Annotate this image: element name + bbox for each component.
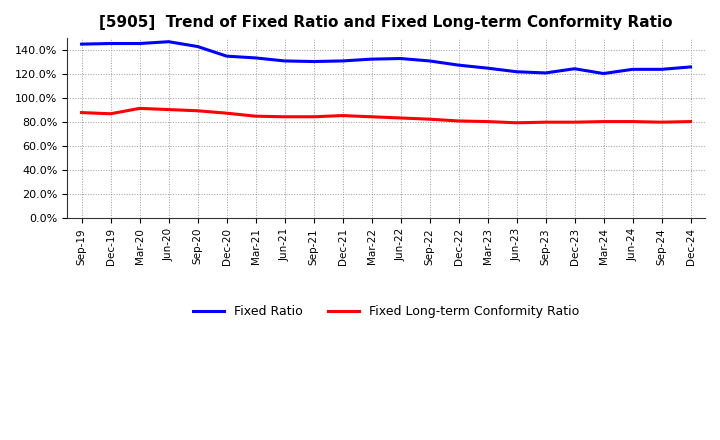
Fixed Long-term Conformity Ratio bbox=[251, 114, 260, 119]
Fixed Ratio bbox=[251, 55, 260, 61]
Line: Fixed Long-term Conformity Ratio: Fixed Long-term Conformity Ratio bbox=[81, 108, 690, 123]
Fixed Long-term Conformity Ratio bbox=[599, 119, 608, 124]
Fixed Long-term Conformity Ratio bbox=[512, 120, 521, 125]
Fixed Long-term Conformity Ratio bbox=[309, 114, 318, 119]
Fixed Long-term Conformity Ratio bbox=[107, 111, 115, 117]
Fixed Ratio bbox=[338, 58, 347, 63]
Fixed Ratio bbox=[367, 56, 376, 62]
Fixed Long-term Conformity Ratio bbox=[686, 119, 695, 124]
Fixed Long-term Conformity Ratio bbox=[164, 107, 173, 112]
Line: Fixed Ratio: Fixed Ratio bbox=[81, 42, 690, 73]
Fixed Long-term Conformity Ratio bbox=[193, 108, 202, 114]
Fixed Ratio bbox=[541, 70, 550, 76]
Fixed Ratio bbox=[426, 58, 434, 63]
Fixed Ratio bbox=[135, 41, 144, 46]
Fixed Long-term Conformity Ratio bbox=[135, 106, 144, 111]
Fixed Long-term Conformity Ratio bbox=[454, 118, 463, 124]
Fixed Long-term Conformity Ratio bbox=[367, 114, 376, 119]
Fixed Long-term Conformity Ratio bbox=[396, 115, 405, 121]
Fixed Long-term Conformity Ratio bbox=[657, 120, 666, 125]
Fixed Long-term Conformity Ratio bbox=[541, 120, 550, 125]
Fixed Ratio bbox=[570, 66, 579, 71]
Fixed Long-term Conformity Ratio bbox=[77, 110, 86, 115]
Fixed Long-term Conformity Ratio bbox=[338, 113, 347, 118]
Fixed Ratio bbox=[222, 54, 231, 59]
Fixed Long-term Conformity Ratio bbox=[628, 119, 636, 124]
Fixed Ratio bbox=[309, 59, 318, 64]
Fixed Ratio bbox=[280, 58, 289, 63]
Fixed Ratio bbox=[193, 44, 202, 49]
Fixed Long-term Conformity Ratio bbox=[426, 117, 434, 122]
Fixed Ratio bbox=[164, 39, 173, 44]
Fixed Ratio bbox=[454, 62, 463, 68]
Fixed Ratio bbox=[107, 41, 115, 46]
Fixed Ratio bbox=[657, 67, 666, 72]
Fixed Ratio bbox=[77, 41, 86, 47]
Fixed Ratio bbox=[628, 67, 636, 72]
Fixed Ratio bbox=[599, 71, 608, 76]
Fixed Ratio bbox=[396, 56, 405, 61]
Fixed Long-term Conformity Ratio bbox=[222, 110, 231, 116]
Fixed Ratio bbox=[512, 69, 521, 74]
Title: [5905]  Trend of Fixed Ratio and Fixed Long-term Conformity Ratio: [5905] Trend of Fixed Ratio and Fixed Lo… bbox=[99, 15, 672, 30]
Legend: Fixed Ratio, Fixed Long-term Conformity Ratio: Fixed Ratio, Fixed Long-term Conformity … bbox=[188, 300, 585, 323]
Fixed Long-term Conformity Ratio bbox=[570, 120, 579, 125]
Fixed Ratio bbox=[483, 66, 492, 71]
Fixed Long-term Conformity Ratio bbox=[280, 114, 289, 119]
Fixed Ratio bbox=[686, 64, 695, 70]
Fixed Long-term Conformity Ratio bbox=[483, 119, 492, 124]
